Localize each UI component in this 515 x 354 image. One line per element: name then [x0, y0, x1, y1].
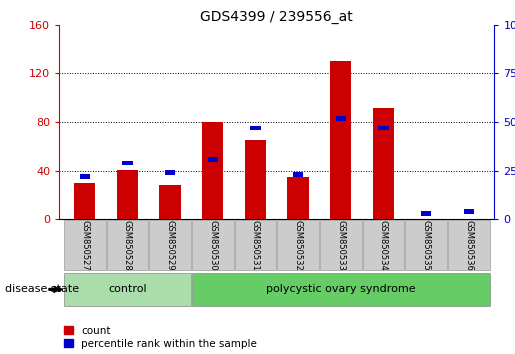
FancyBboxPatch shape [363, 220, 404, 270]
Bar [250, 126, 261, 130]
Text: polycystic ovary syndrome: polycystic ovary syndrome [266, 284, 416, 295]
Text: GSM850533: GSM850533 [336, 220, 346, 270]
Bar [117, 170, 138, 219]
FancyBboxPatch shape [192, 220, 234, 270]
Text: control: control [108, 284, 147, 295]
Bar [330, 61, 351, 219]
FancyBboxPatch shape [234, 220, 277, 270]
Text: GSM850531: GSM850531 [251, 220, 260, 270]
FancyBboxPatch shape [64, 273, 191, 306]
FancyBboxPatch shape [277, 220, 319, 270]
Bar [80, 174, 90, 179]
Bar [373, 108, 394, 219]
Text: GSM850532: GSM850532 [294, 220, 303, 270]
Bar [74, 183, 95, 219]
Text: GSM850530: GSM850530 [208, 220, 217, 270]
Bar [336, 116, 346, 121]
Bar [208, 157, 218, 161]
Bar [245, 141, 266, 219]
Bar [379, 126, 389, 130]
FancyBboxPatch shape [107, 220, 148, 270]
Bar [202, 122, 224, 219]
Text: GSM850536: GSM850536 [465, 220, 473, 270]
Title: GDS4399 / 239556_at: GDS4399 / 239556_at [200, 10, 353, 24]
Legend: count, percentile rank within the sample: count, percentile rank within the sample [64, 326, 257, 349]
FancyBboxPatch shape [405, 220, 447, 270]
Bar [464, 209, 474, 214]
FancyBboxPatch shape [448, 220, 490, 270]
Bar [165, 170, 175, 175]
Bar [293, 172, 303, 177]
FancyBboxPatch shape [320, 220, 362, 270]
Text: GSM850534: GSM850534 [379, 220, 388, 270]
Text: disease state: disease state [5, 284, 79, 295]
FancyBboxPatch shape [64, 220, 106, 270]
Text: GSM850527: GSM850527 [80, 220, 89, 270]
FancyBboxPatch shape [192, 273, 490, 306]
FancyBboxPatch shape [149, 220, 191, 270]
Text: GSM850529: GSM850529 [166, 220, 175, 270]
Text: GSM850535: GSM850535 [422, 220, 431, 270]
Bar [287, 177, 309, 219]
Bar [160, 185, 181, 219]
Text: GSM850528: GSM850528 [123, 220, 132, 270]
Bar [421, 211, 431, 216]
Bar [123, 161, 132, 165]
